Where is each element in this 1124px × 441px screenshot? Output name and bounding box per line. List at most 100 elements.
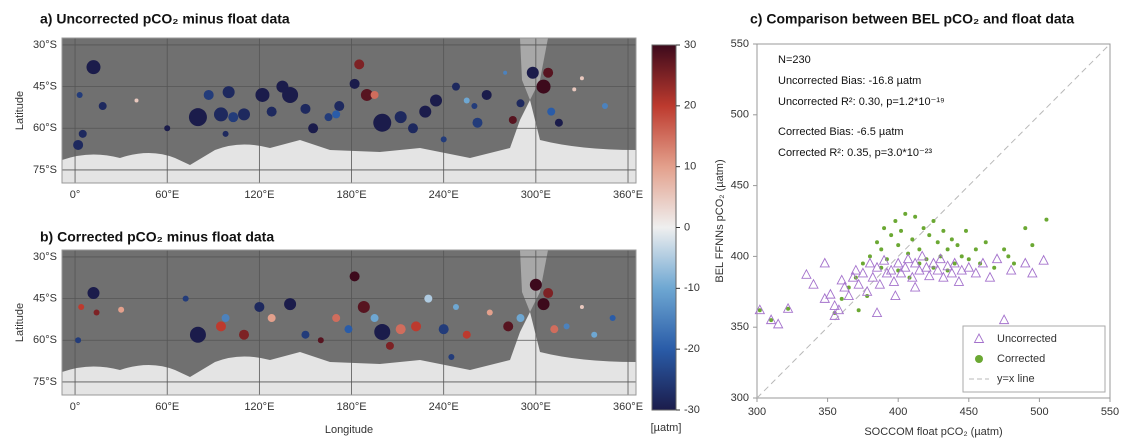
bubble [350, 79, 360, 89]
bubble [99, 102, 107, 110]
circle-marker [913, 215, 917, 219]
bubble [509, 116, 517, 124]
bubble [255, 88, 269, 102]
bubble [79, 130, 87, 138]
triangle-marker [873, 308, 882, 317]
colorbar-tick-label: -10 [684, 282, 700, 294]
y-tick-label: 350 [731, 321, 749, 333]
circle-marker [922, 226, 926, 230]
chart-title: b) Corrected pCO₂ minus float data [40, 229, 274, 245]
bubble [453, 304, 459, 310]
bubble [222, 314, 230, 322]
y-axis-label: Latitude [14, 91, 26, 130]
triangle-marker [925, 271, 934, 280]
circle-marker [992, 266, 996, 270]
bubble [424, 295, 432, 303]
triangle-marker [1007, 266, 1016, 275]
bubble [602, 103, 608, 109]
triangle-marker [844, 291, 853, 300]
y-tick-label: 45°S [33, 293, 57, 305]
bubble [350, 271, 360, 281]
triangle-marker [1000, 315, 1009, 324]
triangle-marker [911, 283, 920, 292]
bubble [439, 324, 449, 334]
x-tick-label: 60°E [155, 401, 179, 413]
colorbar-tick-label: 0 [684, 221, 690, 233]
annotation: Uncorrected R²: 0.30, p=1.2*10⁻¹⁹ [778, 96, 945, 108]
bubble [572, 87, 576, 91]
bubble [300, 104, 310, 114]
circle-marker [960, 254, 964, 258]
bubble [354, 59, 364, 69]
triangle-marker [865, 258, 874, 267]
circle-marker [861, 261, 865, 265]
bubble [282, 87, 298, 103]
x-tick-label: 450 [960, 406, 978, 418]
chart-title: c) Comparison between BEL pCO₂ and float… [750, 11, 1074, 27]
bubble [452, 83, 460, 91]
bubble [334, 101, 344, 111]
circle-marker [984, 240, 988, 244]
bubble [547, 108, 555, 116]
y-tick-label: 500 [731, 109, 749, 121]
bubble [183, 296, 189, 302]
y-tick-label: 30°S [33, 39, 57, 51]
circle-marker [932, 219, 936, 223]
triangle-marker [802, 270, 811, 279]
y-tick-label: 45°S [33, 81, 57, 93]
x-tick-label: 180°E [336, 189, 366, 201]
circle-marker [936, 240, 940, 244]
bubble [164, 125, 170, 131]
y-axis-label: BEL FFNNs pCO₂ (µatm) [714, 159, 726, 282]
circle-marker [946, 247, 950, 251]
bubble [419, 106, 431, 118]
bubble [487, 310, 493, 316]
bubble [464, 98, 470, 104]
colorbar-tick-label: -30 [684, 404, 700, 416]
bubble [223, 86, 235, 98]
circle-marker [1023, 226, 1027, 230]
x-tick-label: 120°E [244, 189, 274, 201]
y-tick-label: 75°S [33, 164, 57, 176]
circle-marker [1044, 218, 1048, 222]
y-tick-label: 450 [731, 180, 749, 192]
bubble [301, 331, 309, 339]
bubble [94, 310, 100, 316]
bubble [580, 305, 584, 309]
x-tick-label: 0° [70, 401, 81, 413]
bubble [610, 315, 616, 321]
bubble [530, 279, 542, 291]
bubble [591, 332, 597, 338]
bubble [358, 301, 370, 313]
bubble [430, 95, 442, 107]
triangle-marker [1039, 256, 1048, 265]
triangle-marker [954, 277, 963, 286]
bubble [238, 108, 250, 120]
bubble [374, 324, 390, 340]
bubble [555, 119, 563, 127]
bubble [87, 287, 99, 299]
circle-marker [917, 247, 921, 251]
triangle-marker [820, 258, 829, 267]
bubble [371, 91, 379, 99]
legend-label: Uncorrected [997, 333, 1057, 345]
x-tick-label: 0° [70, 189, 81, 201]
triangle-marker [964, 263, 973, 272]
y-tick-label: 60°S [33, 122, 57, 134]
chart-title: a) Uncorrected pCO₂ minus float data [40, 11, 290, 27]
y-tick-label: 60°S [33, 334, 57, 346]
circle-marker [840, 297, 844, 301]
circle-marker [879, 247, 883, 251]
triangle-marker [1021, 258, 1030, 267]
circle-marker [893, 219, 897, 223]
bubble [73, 140, 83, 150]
x-tick-label: 360°E [613, 189, 643, 201]
bubble [411, 321, 421, 331]
annotation: Corrected Bias: -6.5 µatm [778, 126, 904, 138]
circle-marker [910, 237, 914, 241]
y-axis-label: Latitude [14, 303, 26, 342]
bubble [472, 118, 482, 128]
bubble [463, 331, 471, 339]
circle-marker [927, 233, 931, 237]
circle-marker [903, 212, 907, 216]
